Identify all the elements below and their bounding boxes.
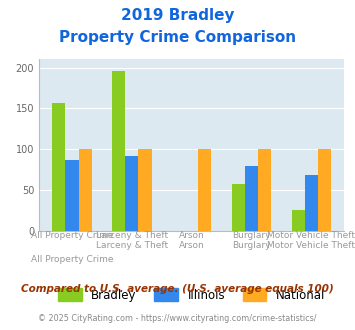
- Bar: [258, 149, 271, 231]
- Bar: [65, 160, 78, 231]
- Bar: [125, 156, 138, 231]
- Bar: [318, 149, 331, 231]
- Text: Arson: Arson: [179, 231, 204, 240]
- Bar: [78, 149, 92, 231]
- Text: Larceny & Theft: Larceny & Theft: [96, 231, 168, 240]
- Legend: Bradley, Illinois, National: Bradley, Illinois, National: [58, 288, 325, 302]
- Text: Arson: Arson: [179, 241, 204, 250]
- Bar: [232, 184, 245, 231]
- Text: All Property Crime: All Property Crime: [31, 231, 113, 240]
- Text: Burglary: Burglary: [232, 241, 271, 250]
- Bar: [305, 175, 318, 231]
- Text: 2019 Bradley: 2019 Bradley: [121, 8, 234, 23]
- Bar: [52, 103, 65, 231]
- Text: Motor Vehicle Theft: Motor Vehicle Theft: [267, 241, 355, 250]
- Bar: [245, 166, 258, 231]
- Text: © 2025 CityRating.com - https://www.cityrating.com/crime-statistics/: © 2025 CityRating.com - https://www.city…: [38, 314, 317, 323]
- Text: Property Crime Comparison: Property Crime Comparison: [59, 30, 296, 45]
- Text: All Property Crime: All Property Crime: [31, 255, 113, 264]
- Bar: [138, 149, 152, 231]
- Bar: [292, 210, 305, 231]
- Bar: [198, 149, 212, 231]
- Text: Burglary: Burglary: [232, 231, 271, 240]
- Text: Larceny & Theft: Larceny & Theft: [96, 241, 168, 250]
- Text: Compared to U.S. average. (U.S. average equals 100): Compared to U.S. average. (U.S. average …: [21, 284, 334, 294]
- Text: Motor Vehicle Theft: Motor Vehicle Theft: [267, 231, 355, 240]
- Bar: [112, 71, 125, 231]
